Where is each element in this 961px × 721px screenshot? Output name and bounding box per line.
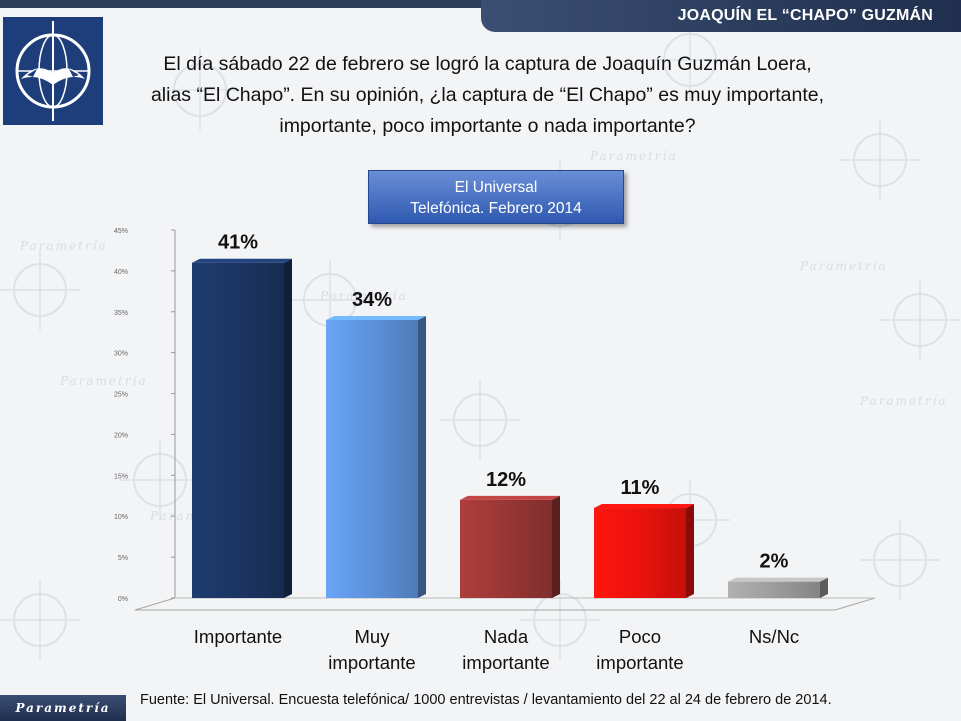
bar-front <box>326 319 418 598</box>
source-line-1: El Universal <box>454 179 538 196</box>
data-label: 12% <box>486 469 526 491</box>
data-label: 41% <box>218 232 258 254</box>
y-tick-label: 0% <box>118 596 128 603</box>
watermark-cell <box>840 120 920 200</box>
bar-top <box>728 577 828 582</box>
survey-question: El día sábado 22 de febrero se logró la … <box>120 49 855 142</box>
watermark-text: Parametría <box>19 239 108 253</box>
watermark-cell <box>860 520 940 600</box>
category-label: Importante <box>194 626 282 647</box>
watermark-cell <box>160 50 240 130</box>
logo <box>3 17 103 125</box>
watermark-cell <box>0 580 80 660</box>
bar <box>460 495 560 598</box>
category-label: Poco <box>619 626 661 647</box>
question-line: El día sábado 22 de febrero se logró la … <box>163 53 812 75</box>
eagle-emblem-icon <box>15 21 91 121</box>
watermark-text: Parametría <box>319 289 408 303</box>
watermark-text: Parametría <box>59 374 148 388</box>
bar <box>594 504 694 598</box>
data-label: 11% <box>621 477 660 499</box>
y-tick-label: 10% <box>114 514 128 521</box>
bar-front <box>460 499 552 598</box>
category-label: importante <box>462 652 549 673</box>
y-tick-label: 25% <box>114 392 128 399</box>
watermark-cell <box>880 280 960 360</box>
category-label: Muy <box>355 626 391 647</box>
y-tick-label: 35% <box>114 310 128 317</box>
data-label: 2% <box>760 551 789 573</box>
chart-floor <box>134 597 876 611</box>
source-line-2: Telefónica. Febrero 2014 <box>410 200 582 217</box>
bar-side <box>820 577 828 598</box>
category-label: Ns/Nc <box>749 626 799 647</box>
data-label: 34% <box>352 289 392 311</box>
source-box: El Universal Telefónica. Febrero 2014 <box>368 170 624 224</box>
source-footnote: Fuente: El Universal. Encuesta telefónic… <box>140 692 832 708</box>
bar-top <box>460 495 560 500</box>
watermark-text: Parametría <box>589 149 678 163</box>
category-label: importante <box>596 652 683 673</box>
footer-brand: Parametría <box>0 695 126 721</box>
y-tick-label: 30% <box>114 351 128 358</box>
watermark-cell <box>650 20 730 100</box>
bar-side <box>284 258 292 598</box>
bar-top <box>594 504 694 509</box>
bar-side <box>686 504 694 598</box>
bar-side <box>418 315 426 598</box>
y-tick-label: 20% <box>114 432 128 439</box>
bar-front <box>192 262 284 598</box>
top-bar <box>0 0 961 8</box>
bar <box>326 315 426 598</box>
watermark-text: Parametría <box>799 259 888 273</box>
y-tick-label: 15% <box>114 473 128 480</box>
question-line: alias “El Chapo”. En su opinión, ¿la cap… <box>150 84 825 106</box>
question-line: importante, poco importante o nada impor… <box>279 115 696 137</box>
watermark-cell <box>440 380 520 460</box>
bar-front <box>728 581 820 598</box>
bar <box>192 258 292 598</box>
watermark-text: Parametría <box>859 394 948 408</box>
y-tick-label: 5% <box>118 555 128 562</box>
y-tick-label: 40% <box>114 269 128 276</box>
bar-front <box>594 508 686 598</box>
watermark-cell <box>120 440 200 520</box>
category-label: importante <box>328 652 415 673</box>
bar-side <box>552 495 560 598</box>
y-tick-label: 45% <box>114 228 128 235</box>
bar <box>728 577 828 598</box>
category-label: Nada <box>484 626 529 647</box>
bar-top <box>326 315 426 320</box>
watermark-cell <box>0 250 80 330</box>
topic-banner: JOAQUÍN EL “CHAPO” GUZMÁN <box>481 0 961 32</box>
bar-top <box>192 258 292 263</box>
